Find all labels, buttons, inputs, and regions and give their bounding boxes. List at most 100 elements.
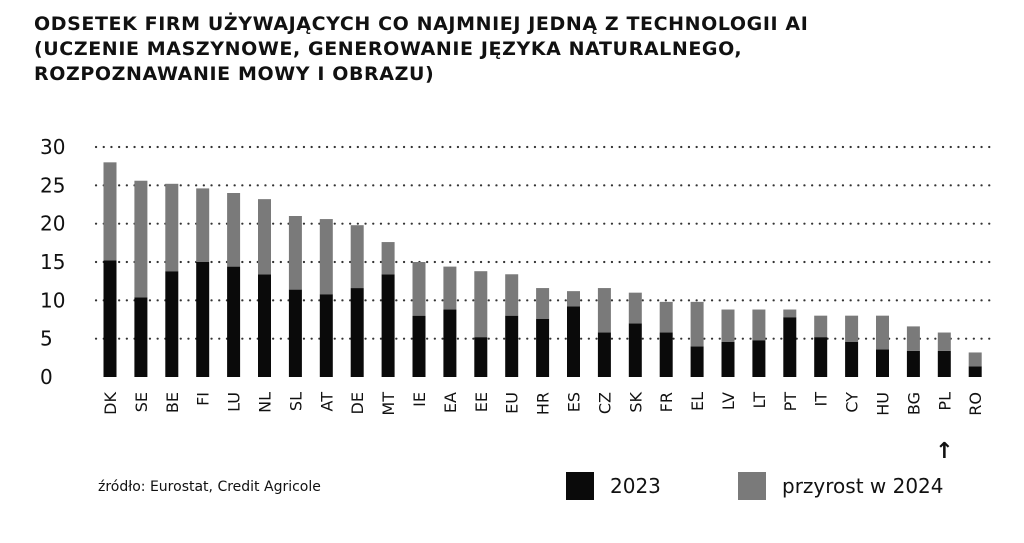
bar-lu-2023 [227, 266, 241, 377]
bar-ie-2023 [412, 315, 426, 377]
bar-hr-increase-2024 [536, 288, 550, 319]
y-tick-label-30: 30 [40, 135, 65, 159]
y-tick-label-0: 0 [40, 365, 53, 389]
chart-title: ODSETEK FIRM UŻYWAJĄCYCH CO NAJMNIEJ JED… [34, 12, 994, 87]
bar-pt-increase-2024 [783, 309, 797, 318]
x-tick-label-ee: EE [472, 392, 491, 412]
bar-ie-increase-2024 [412, 262, 426, 316]
legend-label-2023: 2023 [610, 474, 661, 498]
bar-ea-2023 [443, 309, 457, 377]
x-tick-label-pl: PL [935, 392, 954, 411]
y-tick-label-15: 15 [40, 250, 65, 274]
x-tick-label-sl: SL [286, 392, 305, 411]
x-tick-label-be: BE [163, 392, 182, 413]
bar-bg-increase-2024 [906, 326, 920, 351]
bar-it-2023 [814, 337, 828, 377]
bar-mt-2023 [381, 274, 395, 377]
x-tick-label-lv: LV [719, 392, 738, 410]
title-line-2: (UCZENIE MASZYNOWE, GENEROWANIE JĘZYKA N… [34, 38, 743, 60]
bar-bg-2023 [906, 350, 920, 377]
bar-mt-increase-2024 [381, 242, 395, 275]
x-tick-label-hr: HR [534, 392, 553, 415]
source-note: źródło: Eurostat, Credit Agricole [98, 479, 321, 495]
y-tick-label-5: 5 [40, 327, 53, 351]
y-tick-label-25: 25 [40, 173, 65, 197]
x-tick-label-se: SE [132, 392, 151, 412]
bar-cy-2023 [845, 341, 859, 377]
x-tick-label-fi: FI [194, 392, 213, 406]
bar-es-2023 [567, 306, 580, 377]
x-tick-label-it: IT [812, 392, 831, 407]
x-tick-label-lt: LT [750, 392, 769, 409]
bar-hr-2023 [536, 318, 550, 377]
bar-sk-2023 [628, 323, 642, 377]
bar-eu-increase-2024 [505, 274, 519, 316]
x-tick-label-bg: BG [904, 392, 923, 415]
x-tick-label-de: DE [348, 392, 367, 414]
x-tick-label-fr: FR [657, 392, 676, 412]
x-tick-label-at: AT [317, 392, 336, 412]
bar-nl-increase-2024 [258, 199, 271, 275]
title-line-1: ODSETEK FIRM UŻYWAJĄCYCH CO NAJMNIEJ JED… [34, 13, 809, 35]
bar-sl-increase-2024 [288, 216, 302, 290]
bar-dk-increase-2024 [103, 162, 117, 261]
bar-nl-2023 [258, 274, 271, 377]
x-tick-label-cy: CY [843, 392, 862, 413]
bar-cy-increase-2024 [845, 315, 859, 342]
bar-eu-2023 [505, 315, 519, 377]
x-tick-label-es: ES [565, 392, 584, 412]
x-tick-label-dk: DK [101, 391, 120, 414]
bar-pl-increase-2024 [937, 332, 951, 351]
legend-swatch-2023 [566, 472, 594, 500]
bar-de-increase-2024 [350, 225, 364, 289]
x-tick-label-lu: LU [225, 392, 244, 412]
bar-fr-increase-2024 [659, 301, 673, 333]
bar-se-increase-2024 [134, 180, 148, 298]
bar-sl-2023 [288, 289, 302, 377]
x-tick-label-cz: CZ [595, 392, 614, 414]
legend-label-increase-2024: przyrost w 2024 [782, 474, 944, 498]
legend-swatch-increase-2024 [738, 472, 766, 500]
x-tick-label-ro: RO [966, 392, 985, 416]
bar-lv-increase-2024 [721, 309, 735, 342]
bar-be-2023 [165, 271, 179, 377]
bar-dk-2023 [103, 260, 117, 377]
title-line-3: ROZPOZNAWANIE MOWY I OBRAZU) [34, 63, 435, 85]
bar-cz-2023 [597, 332, 611, 377]
x-tick-label-eu: EU [503, 392, 522, 414]
bar-sk-increase-2024 [628, 292, 642, 324]
legend-item-increase-2024: przyrost w 2024 [738, 472, 944, 500]
x-tick-label-el: EL [688, 392, 707, 411]
bar-es-increase-2024 [567, 291, 580, 307]
bar-fi-increase-2024 [196, 188, 210, 262]
bar-ro-increase-2024 [968, 352, 982, 367]
x-tick-label-nl: NL [256, 392, 275, 413]
bar-hu-increase-2024 [876, 315, 889, 350]
bar-de-2023 [350, 288, 364, 377]
bar-at-2023 [319, 294, 333, 377]
y-tick-label-10: 10 [40, 288, 65, 312]
x-tick-label-pt: PT [781, 392, 800, 412]
bar-ee-2023 [474, 337, 488, 377]
x-tick-label-sk: SK [626, 392, 645, 413]
highlight-arrow-icon: ↑ [935, 439, 953, 464]
y-tick-label-20: 20 [40, 212, 65, 236]
legend-item-2023: 2023 [566, 472, 661, 500]
x-tick-label-mt: MT [379, 392, 398, 416]
bar-lt-increase-2024 [752, 309, 766, 341]
bar-hu-2023 [876, 349, 889, 377]
bar-lv-2023 [721, 341, 735, 377]
bar-lt-2023 [752, 340, 766, 377]
bar-be-increase-2024 [165, 183, 179, 272]
bar-pl-2023 [937, 350, 951, 377]
bar-ee-increase-2024 [474, 271, 488, 338]
bar-el-2023 [690, 346, 704, 377]
bar-it-increase-2024 [814, 315, 828, 338]
bar-fr-2023 [659, 332, 673, 377]
x-tick-label-ea: EA [441, 392, 460, 413]
bar-lu-increase-2024 [227, 193, 241, 267]
bar-se-2023 [134, 297, 148, 377]
bar-fi-2023 [196, 262, 210, 377]
bar-el-increase-2024 [690, 301, 704, 347]
x-tick-label-ie: IE [410, 392, 429, 407]
